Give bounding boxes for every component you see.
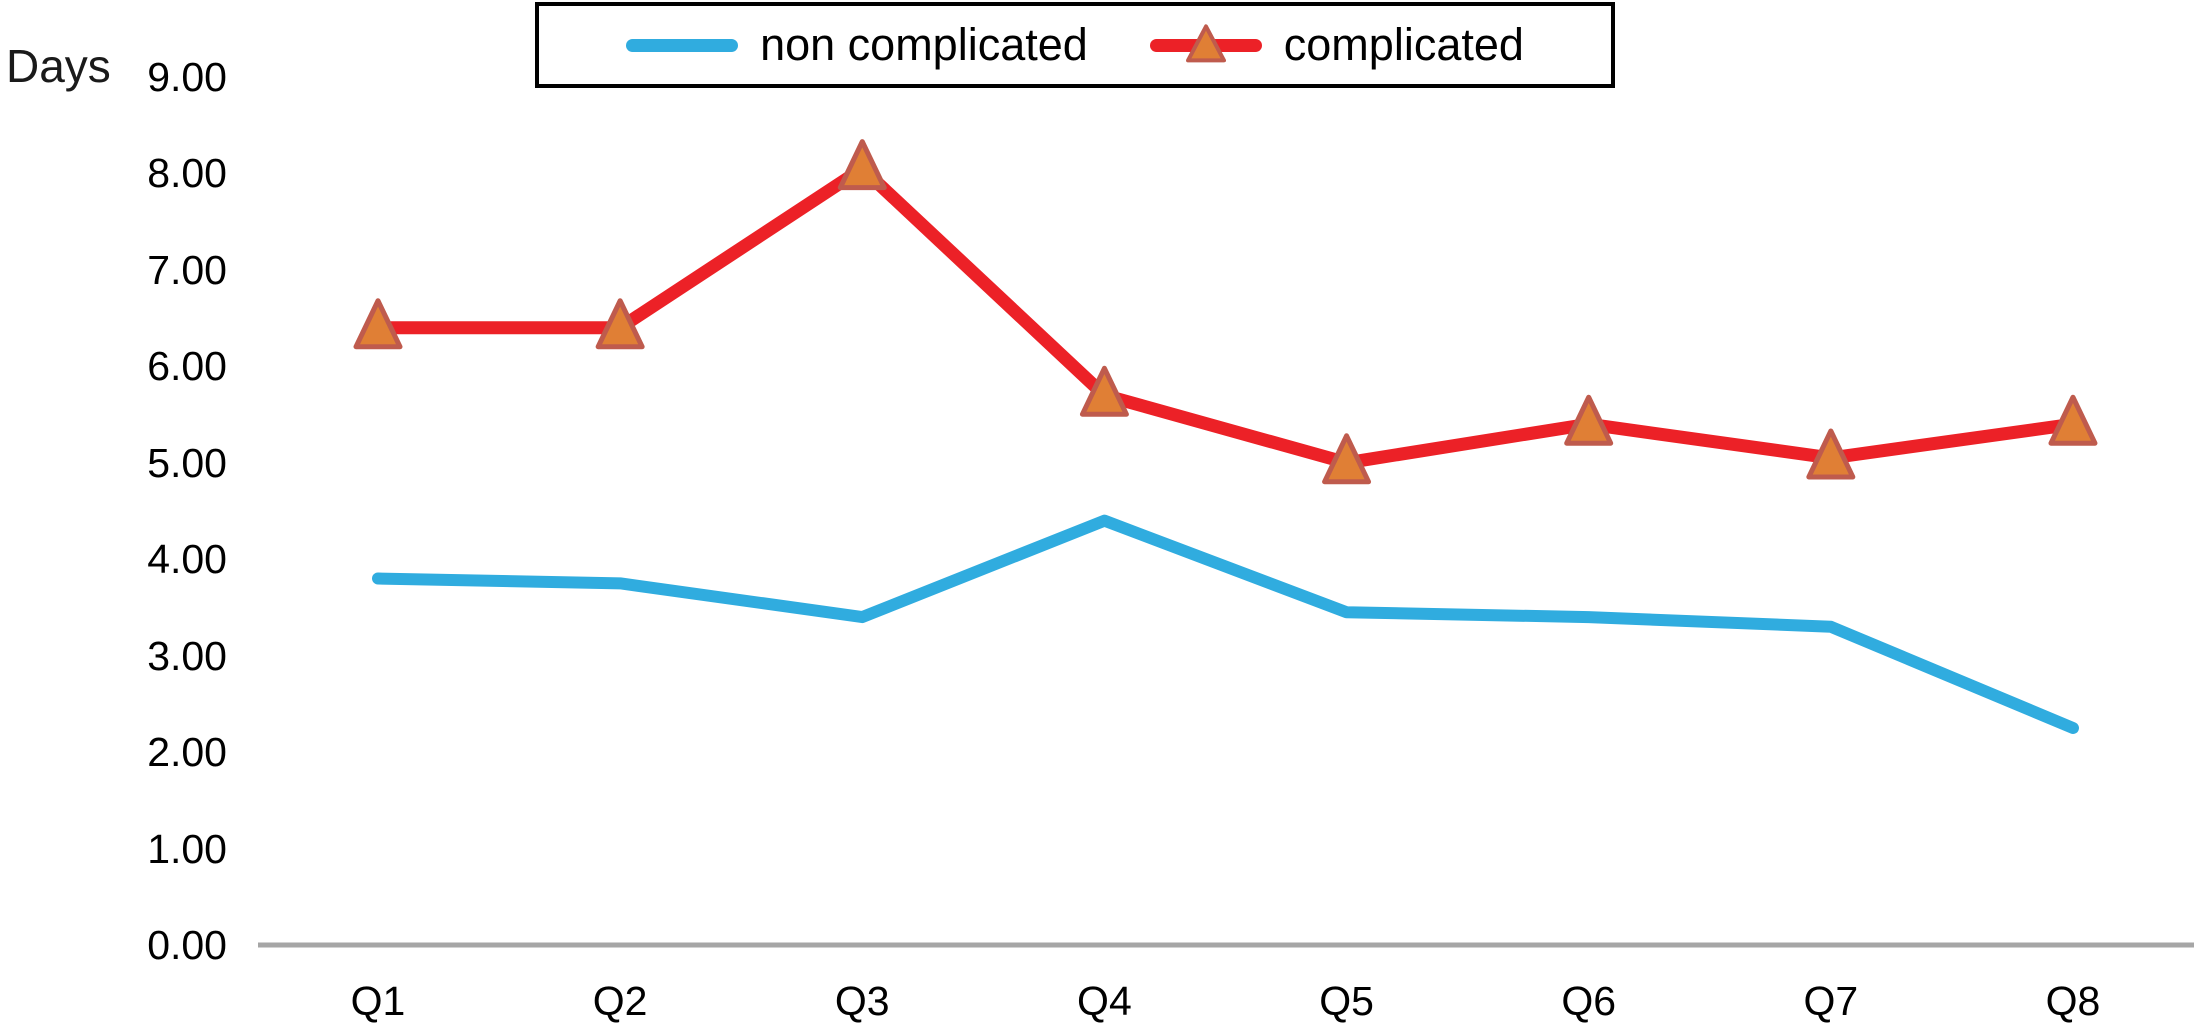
y-tick-label: 1.00 xyxy=(147,825,227,872)
triangle-marker-Q6 xyxy=(1564,394,1614,446)
x-tick-label-Q4: Q4 xyxy=(1077,978,1132,1024)
x-tick-label-Q5: Q5 xyxy=(1319,978,1374,1024)
triangle-marker-Q5 xyxy=(1322,433,1372,485)
y-tick-label: 2.00 xyxy=(147,729,227,776)
triangle-marker-Q7 xyxy=(1806,428,1856,480)
x-tick-label-Q7: Q7 xyxy=(1803,978,1859,1024)
y-tick-label: 7.00 xyxy=(147,246,227,293)
triangle-marker-Q3 xyxy=(837,139,887,191)
series-line-complicated xyxy=(371,162,2080,470)
legend: non complicated complicated xyxy=(535,2,1615,88)
x-tick-label-Q8: Q8 xyxy=(2045,978,2101,1024)
x-tick-label-Q3: Q3 xyxy=(834,978,890,1024)
y-tick-label: 6.00 xyxy=(147,343,227,390)
y-tick-label: 5.00 xyxy=(147,439,227,486)
x-tick-label-Q1: Q1 xyxy=(350,978,406,1024)
y-tick-label: 9.00 xyxy=(147,54,227,100)
legend-item-non-complicated: non complicated xyxy=(626,20,1088,70)
legend-triangle-marker-icon xyxy=(1185,24,1226,63)
triangle-marker-Q4 xyxy=(1079,365,1129,417)
x-tick-label-Q6: Q6 xyxy=(1561,978,1617,1024)
y-tick-label: 3.00 xyxy=(147,632,227,679)
y-tick-label: 0.00 xyxy=(147,922,227,968)
legend-item-complicated: complicated xyxy=(1149,19,1524,70)
x-tick-label-Q2: Q2 xyxy=(592,978,648,1024)
legend-line-swatch-non-complicated xyxy=(626,38,739,52)
triangle-marker-Q2 xyxy=(595,298,645,350)
legend-label-complicated: complicated xyxy=(1283,19,1524,70)
y-tick-label: 4.00 xyxy=(147,536,227,583)
legend-line-swatch-complicated xyxy=(1149,24,1262,63)
y-axis-title: Days xyxy=(6,40,111,92)
triangle-marker-Q8 xyxy=(2048,394,2098,446)
y-tick-label: 8.00 xyxy=(147,150,227,197)
legend-label-non-complicated: non complicated xyxy=(760,19,1088,70)
series-line-non-complicated xyxy=(372,514,2079,734)
triangle-marker-Q1 xyxy=(353,298,403,350)
